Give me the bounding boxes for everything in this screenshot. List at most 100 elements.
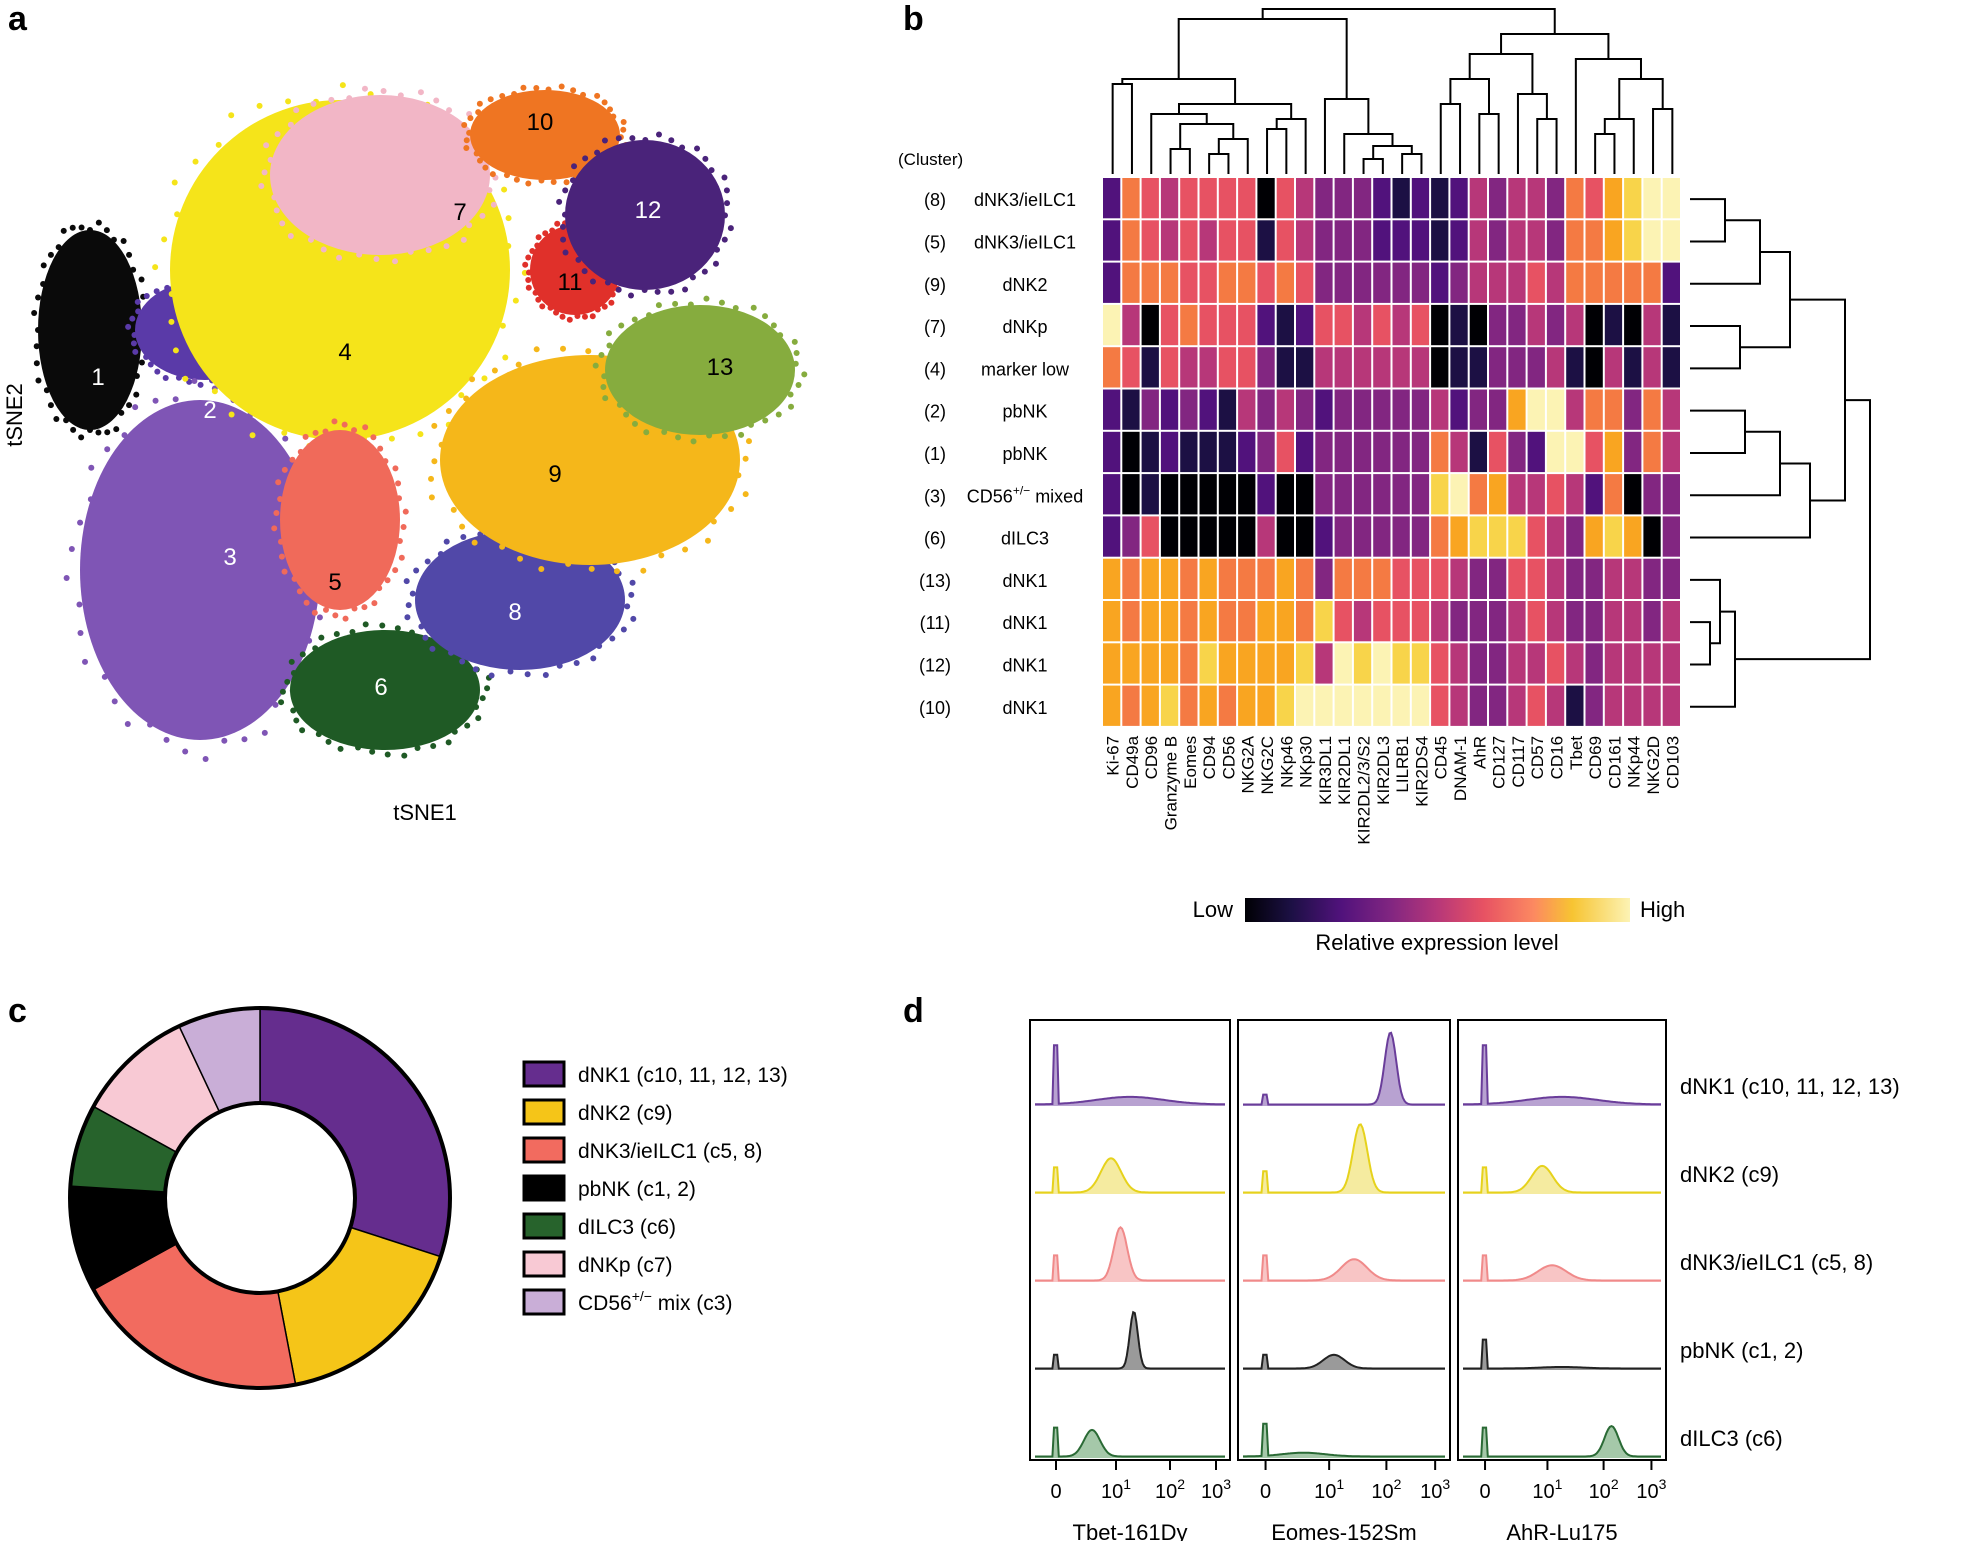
heatmap-cell [1450, 178, 1468, 219]
tsne-point [654, 288, 661, 295]
heatmap-cell [1527, 643, 1545, 684]
tsne-point [606, 342, 613, 349]
tsne-point [331, 418, 338, 425]
heatmap-row-cluster: (4) [924, 359, 946, 379]
tsne-point [708, 167, 715, 174]
tsne-point [573, 660, 580, 667]
heatmap-cell [1604, 220, 1623, 261]
heatmap-cell [1450, 516, 1468, 557]
tsne-point [380, 88, 387, 95]
tsne-point [88, 464, 95, 471]
legend-label: dNK2 (c9) [578, 1102, 673, 1125]
tsne-point [377, 445, 384, 452]
heatmap-cell [1585, 304, 1603, 346]
tsne-point [77, 519, 84, 526]
tsne-point [258, 182, 265, 189]
histogram-fill [1243, 1354, 1445, 1370]
tsne-cluster-1 [38, 230, 142, 430]
heatmap-cell [1450, 643, 1468, 684]
heatmap-cell [1122, 601, 1140, 642]
heatmap-cell [1141, 304, 1159, 346]
heatmap-cell [1469, 643, 1487, 684]
heatmap-cell [1604, 304, 1623, 346]
heatmap-cell [1411, 389, 1430, 430]
heatmap-cell [1411, 516, 1430, 557]
tsne-point [70, 426, 77, 433]
heatmap-cell [1257, 474, 1275, 515]
heatmap-cell [1373, 431, 1391, 473]
heatmap-cell [1489, 558, 1507, 599]
tsne-point [610, 113, 617, 120]
heatmap-cell [1508, 347, 1526, 388]
heatmap-cell [1489, 516, 1507, 557]
heatmap-cell [1160, 347, 1179, 388]
histogram-curve [1463, 1164, 1661, 1194]
tsne-point [172, 347, 179, 354]
heatmap-cell [1141, 558, 1159, 599]
heatmap-cell [1450, 685, 1468, 726]
heatmap-cell [1585, 347, 1603, 388]
tsne-point [221, 737, 228, 744]
tsne-point [284, 678, 291, 685]
heatmap-cell [1103, 601, 1121, 642]
tsne-point [701, 268, 708, 275]
tsne-point [655, 131, 662, 138]
heatmap-col-label: AhR [1470, 736, 1489, 769]
tsne-point [396, 538, 403, 545]
histogram-panel-frame [1029, 1019, 1231, 1461]
histogram-curve [1035, 1426, 1225, 1458]
heatmap-cell [1604, 347, 1623, 388]
tsne-point [322, 606, 329, 613]
heatmap-cell [1218, 431, 1237, 473]
tsne-point [312, 645, 319, 652]
heatmap-cell [1469, 220, 1487, 261]
legend-label: dNK3/ieILC1 (c5, 8) [578, 1140, 762, 1163]
histogram-curve [1243, 1422, 1445, 1458]
heatmap-cell [1450, 347, 1468, 388]
heatmap-cell [1604, 431, 1623, 473]
tsne-point [574, 313, 581, 320]
heatmap-cell [1392, 220, 1410, 261]
tsne-point [126, 402, 133, 409]
heatmap-cell [1276, 178, 1294, 219]
tsne-point [351, 427, 358, 434]
tsne-point [191, 378, 198, 385]
heatmap-cell [1296, 685, 1314, 726]
tsne-point [486, 187, 493, 194]
tsne-cluster-label: 7 [453, 199, 466, 226]
heatmap-cell [1103, 347, 1121, 388]
heatmap-cell [1103, 516, 1121, 557]
heatmap-cell [1238, 558, 1256, 599]
tsne-point [113, 426, 120, 433]
heatmap-cell [1508, 558, 1526, 599]
tsne-point [430, 743, 437, 750]
heatmap-cell [1662, 643, 1680, 684]
tsne-point [513, 176, 520, 183]
heatmap-cell [1450, 474, 1468, 515]
heatmap-cell [1334, 558, 1352, 599]
tsne-point [624, 603, 631, 610]
histogram-panel-frame [1457, 1019, 1667, 1461]
heatmap-cell [1643, 178, 1661, 219]
x-tick-label: 101 [1532, 1476, 1562, 1503]
heatmap-col-label: CD103 [1663, 736, 1682, 789]
heatmap-cell [1353, 643, 1372, 684]
tsne-point [721, 212, 728, 219]
tsne-point [318, 634, 325, 641]
heatmap-cell [1334, 178, 1352, 219]
heatmap-cell [1624, 178, 1642, 219]
heatmap-cell [1624, 220, 1642, 261]
tsne-cluster-8 [415, 530, 625, 670]
tsne-point [598, 351, 605, 358]
heatmap-cell [1469, 685, 1487, 726]
tsne-point [273, 510, 280, 517]
tsne-point [640, 567, 647, 574]
histogram-fill [1463, 1165, 1661, 1194]
heatmap-cell [1122, 643, 1140, 684]
x-tick-label: 102 [1589, 1476, 1619, 1503]
heatmap-col-label: KIR3DL1 [1316, 736, 1335, 805]
tsne-point [289, 456, 296, 463]
tsne-point [124, 721, 131, 728]
tsne-point [130, 340, 137, 347]
heatmap-cell [1585, 389, 1603, 430]
